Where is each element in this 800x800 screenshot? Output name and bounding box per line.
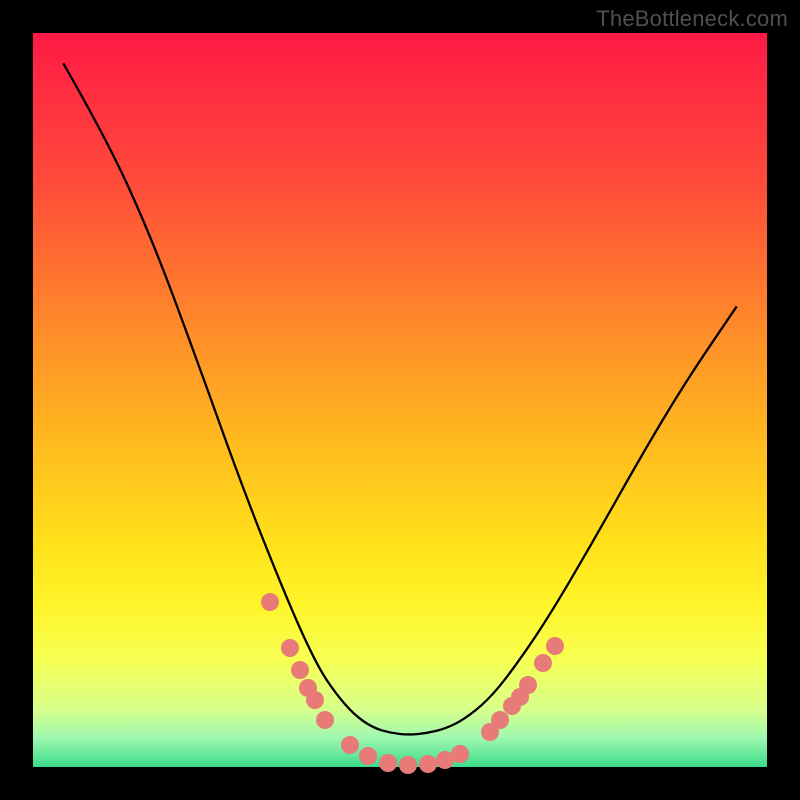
- attribution-text: TheBottleneck.com: [596, 6, 788, 32]
- data-marker: [341, 736, 359, 754]
- bottleneck-curve: [33, 33, 767, 767]
- plot-area: [33, 33, 767, 767]
- data-marker: [534, 654, 552, 672]
- data-marker: [261, 593, 279, 611]
- data-marker: [306, 691, 324, 709]
- data-marker: [399, 756, 417, 774]
- data-marker: [419, 755, 437, 773]
- data-marker: [359, 747, 377, 765]
- data-marker: [281, 639, 299, 657]
- data-marker: [291, 661, 309, 679]
- curve-path: [63, 63, 736, 734]
- data-marker: [491, 711, 509, 729]
- data-marker: [546, 637, 564, 655]
- data-marker: [316, 711, 334, 729]
- data-marker: [519, 676, 537, 694]
- data-marker: [451, 745, 469, 763]
- data-marker: [379, 754, 397, 772]
